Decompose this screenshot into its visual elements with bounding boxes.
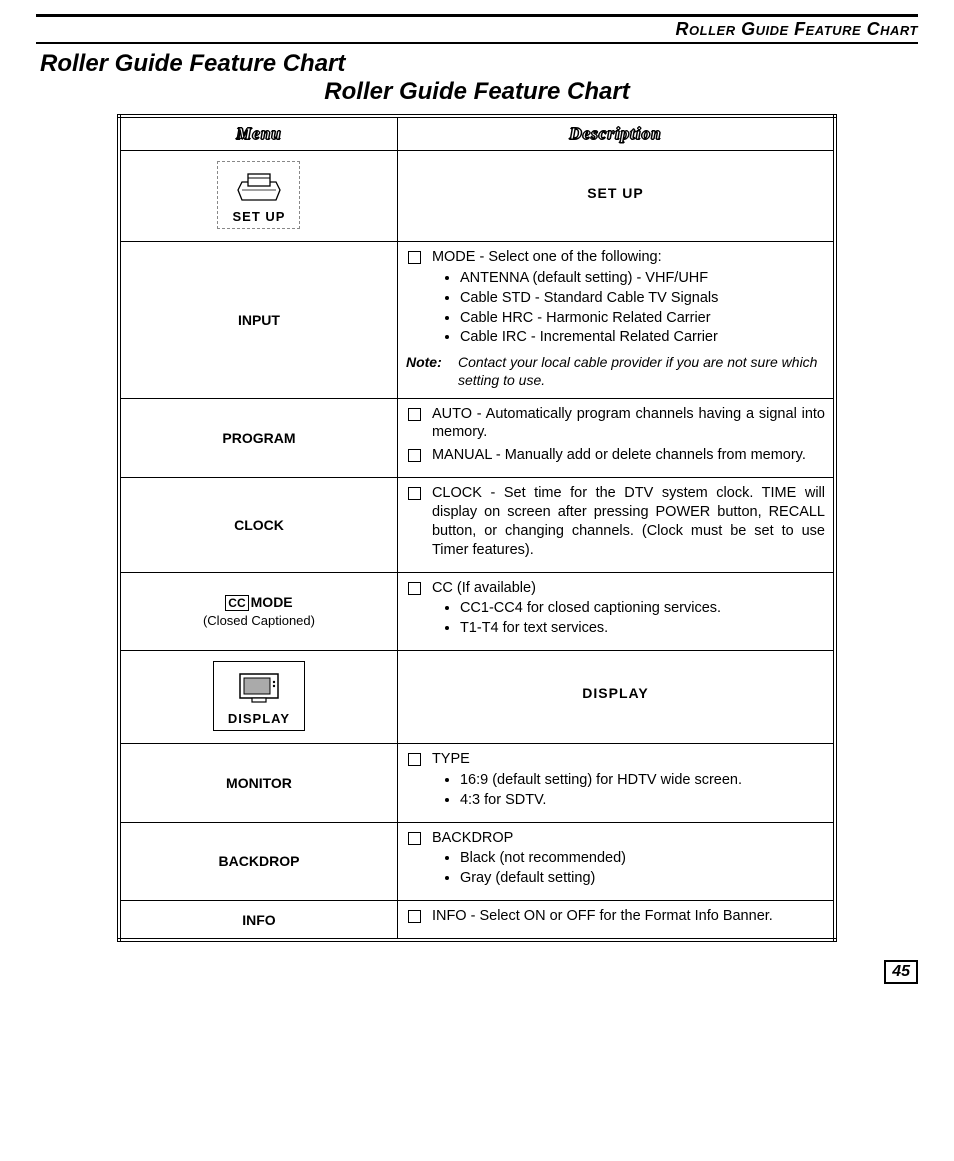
row-program: PROGRAM AUTO - Automatically program cha…: [119, 398, 835, 478]
desc-clock: CLOCK - Set time for the DTV system cloc…: [397, 478, 835, 572]
menu-info: INFO: [119, 901, 397, 940]
feature-chart-table: Menu Description SET UP SET UP INPUT MOD…: [117, 114, 837, 942]
desc-program: AUTO - Automatically program channels ha…: [397, 398, 835, 478]
row-backdrop: BACKDROP BACKDROP Black (not recommended…: [119, 822, 835, 901]
page-title-2: Roller Guide Feature Chart: [36, 78, 918, 106]
desc-ccmode: CC (If available) CC1-CC4 for closed cap…: [397, 572, 835, 651]
row-ccmode: CCMODE (Closed Captioned) CC (If availab…: [119, 572, 835, 651]
row-input: INPUT MODE - Select one of the following…: [119, 242, 835, 399]
row-info: INFO INFO - Select ON or OFF for the For…: [119, 901, 835, 940]
page-title-1: Roller Guide Feature Chart: [40, 50, 918, 78]
row-monitor: MONITOR TYPE 16:9 (default setting) for …: [119, 744, 835, 823]
menu-clock: CLOCK: [119, 478, 397, 572]
display-icon: DISPLAY: [213, 661, 305, 731]
display-section-label: DISPLAY: [397, 651, 835, 744]
running-head: Roller Guide Feature Chart: [36, 19, 918, 44]
desc-info: INFO - Select ON or OFF for the Format I…: [397, 901, 835, 940]
desc-backdrop: BACKDROP Black (not recommended) Gray (d…: [397, 822, 835, 901]
menu-monitor: MONITOR: [119, 744, 397, 823]
row-setup-header: SET UP SET UP: [119, 151, 835, 242]
cc-badge: CC: [225, 595, 248, 611]
desc-monitor: TYPE 16:9 (default setting) for HDTV wid…: [397, 744, 835, 823]
menu-backdrop: BACKDROP: [119, 822, 397, 901]
col-menu: Menu: [119, 116, 397, 151]
table-header-row: Menu Description: [119, 116, 835, 151]
menu-ccmode: CCMODE (Closed Captioned): [119, 572, 397, 651]
menu-input: INPUT: [119, 242, 397, 399]
setup-section-label: SET UP: [397, 151, 835, 242]
desc-input: MODE - Select one of the following: ANTE…: [397, 242, 835, 399]
col-description: Description: [397, 116, 835, 151]
setup-icon: SET UP: [217, 161, 300, 229]
row-clock: CLOCK CLOCK - Set time for the DTV syste…: [119, 478, 835, 572]
page-number: 45: [36, 960, 918, 984]
row-display-header: DISPLAY DISPLAY: [119, 651, 835, 744]
menu-program: PROGRAM: [119, 398, 397, 478]
